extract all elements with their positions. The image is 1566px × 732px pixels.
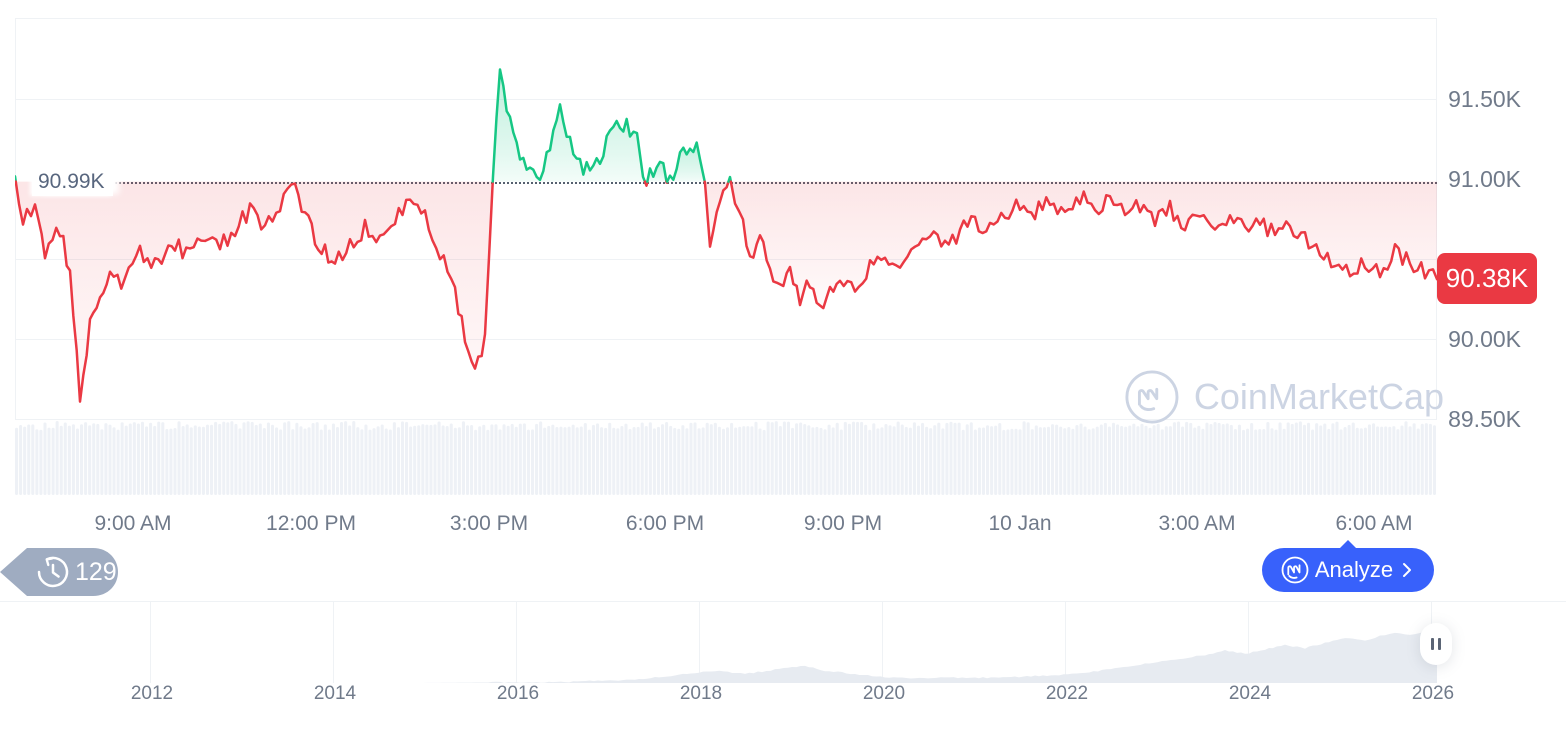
svg-text:129: 129 — [75, 558, 117, 586]
